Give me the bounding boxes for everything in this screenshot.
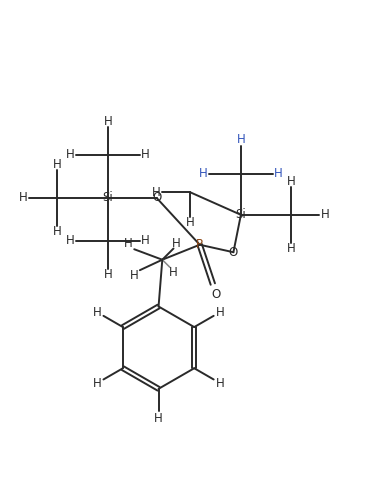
- Text: H: H: [141, 148, 150, 161]
- Text: Si: Si: [103, 191, 113, 204]
- Text: H: H: [287, 174, 296, 187]
- Text: H: H: [154, 412, 163, 425]
- Text: H: H: [52, 158, 61, 171]
- Text: H: H: [66, 235, 75, 247]
- Text: H: H: [129, 269, 138, 282]
- Text: H: H: [104, 115, 112, 128]
- Text: P: P: [196, 238, 203, 251]
- Text: H: H: [93, 377, 101, 390]
- Text: H: H: [236, 134, 245, 147]
- Text: H: H: [93, 306, 101, 319]
- Text: H: H: [216, 306, 225, 319]
- Text: H: H: [124, 238, 133, 251]
- Text: O: O: [229, 246, 238, 259]
- Text: H: H: [287, 242, 296, 255]
- Text: H: H: [141, 235, 150, 247]
- Text: Si: Si: [236, 208, 246, 221]
- Text: H: H: [152, 186, 161, 199]
- Text: H: H: [169, 266, 177, 279]
- Text: H: H: [199, 167, 208, 180]
- Text: H: H: [216, 377, 225, 390]
- Text: H: H: [19, 191, 28, 204]
- Text: H: H: [274, 167, 283, 180]
- Text: H: H: [66, 148, 75, 161]
- Text: H: H: [52, 225, 61, 238]
- Text: H: H: [186, 216, 195, 229]
- Text: O: O: [211, 288, 221, 301]
- Text: H: H: [321, 208, 329, 221]
- Text: O: O: [152, 191, 161, 204]
- Text: H: H: [104, 268, 112, 281]
- Text: H: H: [172, 237, 181, 250]
